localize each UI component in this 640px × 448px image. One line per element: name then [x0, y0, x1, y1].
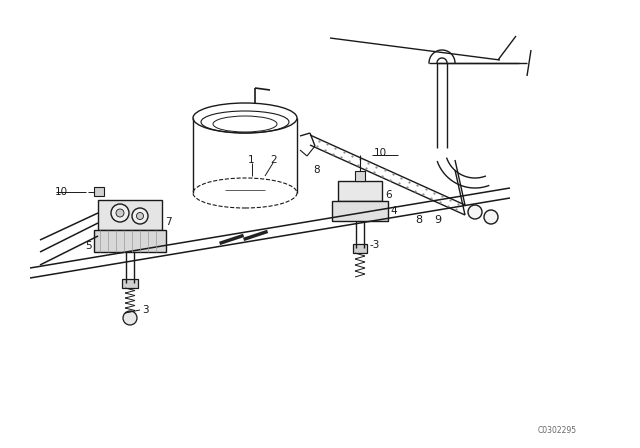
Circle shape — [111, 204, 129, 222]
Circle shape — [123, 311, 137, 325]
Bar — [122, 279, 138, 288]
Circle shape — [468, 205, 482, 219]
Text: 1: 1 — [248, 155, 255, 165]
Bar — [94, 230, 166, 252]
Circle shape — [116, 209, 124, 217]
Circle shape — [132, 208, 148, 224]
Text: 10: 10 — [374, 148, 387, 158]
Text: 9: 9 — [434, 215, 441, 225]
Text: 8: 8 — [415, 215, 422, 225]
Text: -3: -3 — [370, 240, 380, 250]
Text: 2: 2 — [270, 155, 276, 165]
Circle shape — [136, 212, 143, 220]
Text: 10: 10 — [55, 187, 68, 197]
Bar — [98, 200, 162, 230]
Circle shape — [484, 210, 498, 224]
Text: 3: 3 — [142, 305, 148, 315]
Text: C0302295: C0302295 — [538, 426, 577, 435]
Bar — [338, 181, 382, 201]
Bar — [353, 244, 367, 253]
Text: 8: 8 — [313, 165, 319, 175]
Text: 5: 5 — [85, 241, 92, 251]
Text: 6: 6 — [385, 190, 392, 200]
Text: 7: 7 — [165, 217, 172, 227]
Bar — [332, 201, 388, 221]
Bar — [355, 171, 365, 181]
Text: 4: 4 — [390, 206, 397, 216]
Bar — [94, 187, 104, 196]
